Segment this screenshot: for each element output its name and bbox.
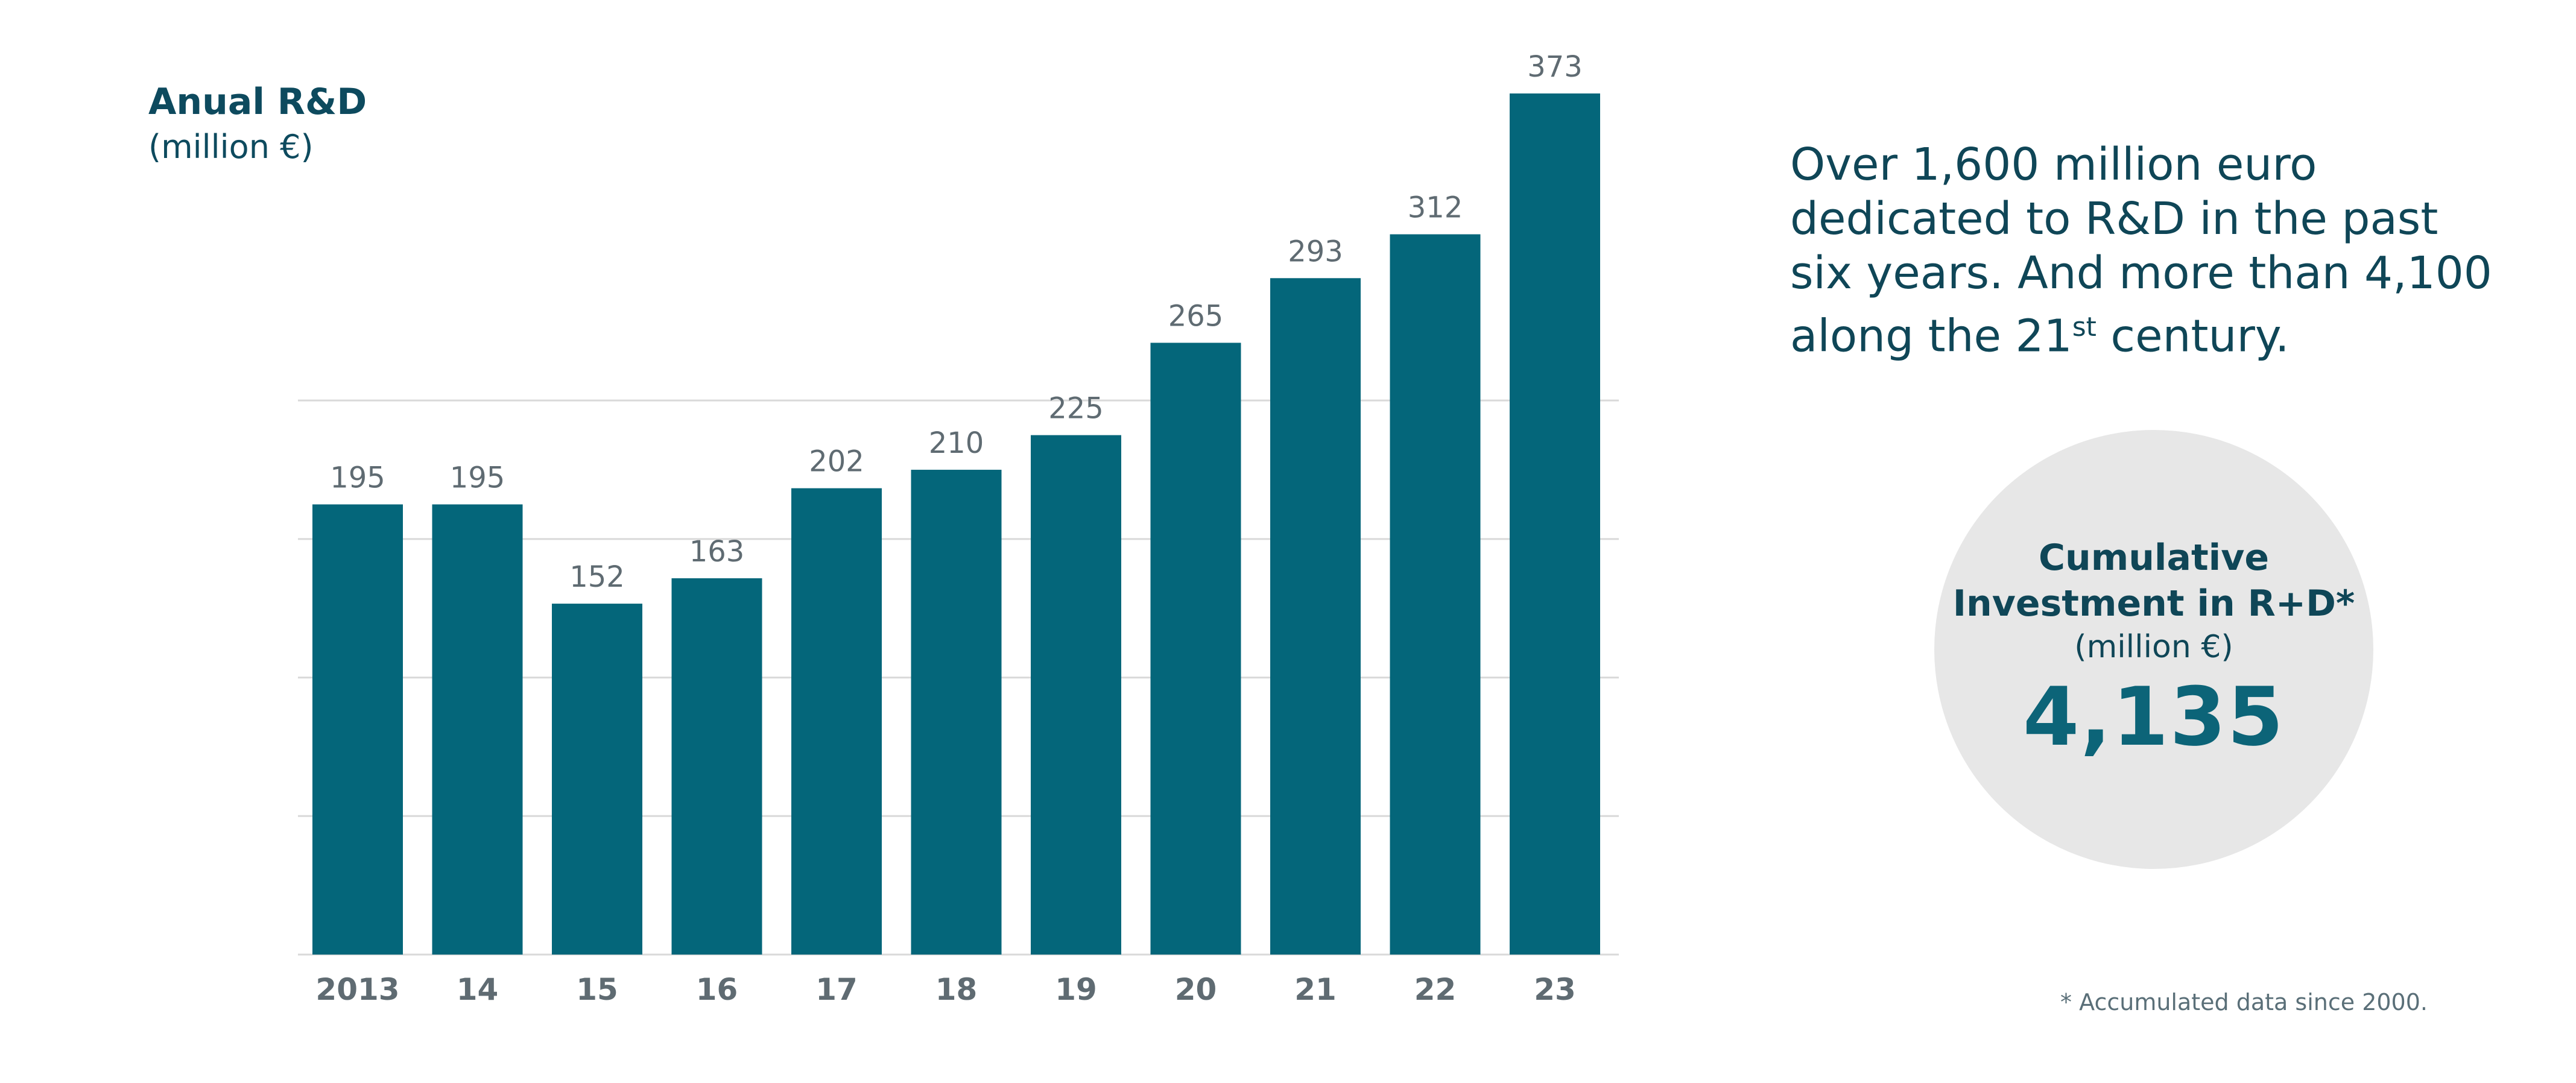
value-labels: 195 195 152 163 202 210 225 265 293 312 373 [330, 50, 1583, 594]
category-label-23: 23 [1534, 972, 1576, 1007]
bar-16 [671, 578, 762, 955]
value-label-15: 152 [569, 560, 625, 594]
value-label-19: 225 [1048, 392, 1104, 426]
bar-15 [552, 604, 642, 955]
headline-line-2: dedicated to R&D in the past [1790, 193, 2438, 245]
value-label-18: 210 [929, 426, 984, 460]
bar-18 [911, 470, 1002, 955]
category-labels: 2013 14 15 16 17 18 19 20 21 22 23 [315, 972, 1575, 1007]
bar-17 [791, 488, 882, 955]
badge-unit: (million €) [2074, 629, 2233, 665]
bar-20 [1150, 343, 1241, 955]
category-label-18: 18 [935, 972, 978, 1007]
category-label-2013: 2013 [315, 972, 399, 1007]
category-label-15: 15 [576, 972, 618, 1007]
headline-line-4: along the 21st century. [1790, 300, 2502, 364]
bar-2013 [312, 504, 403, 955]
category-label-20: 20 [1175, 972, 1217, 1007]
chart-title: Anual R&D [148, 81, 367, 123]
headline-line-1: Over 1,600 million euro [1790, 139, 2317, 191]
badge-title-line-1: Cumulative [2038, 537, 2270, 579]
category-label-19: 19 [1055, 972, 1097, 1007]
badge-total-value: 4,135 [2023, 670, 2285, 764]
value-label-2013: 195 [330, 461, 385, 494]
value-label-14: 195 [450, 461, 505, 494]
badge-title-line-2: Investment in R+D* [1952, 583, 2355, 625]
category-label-21: 21 [1294, 972, 1337, 1007]
category-label-16: 16 [696, 972, 738, 1007]
value-label-20: 265 [1168, 299, 1224, 333]
category-label-14: 14 [457, 972, 499, 1007]
category-label-22: 22 [1414, 972, 1457, 1007]
ordinal-suffix: st [2072, 312, 2097, 343]
bar-21 [1270, 278, 1361, 955]
value-label-21: 293 [1288, 235, 1343, 268]
value-label-17: 202 [809, 445, 864, 479]
headline-line-4-end: century. [2096, 310, 2290, 362]
value-label-16: 163 [689, 535, 745, 569]
bar-22 [1390, 234, 1481, 955]
value-label-23: 373 [1527, 50, 1583, 84]
headline-line-3: six years. And more than 4,100 [1790, 247, 2492, 299]
bar-14 [432, 504, 523, 955]
bar-chart: 195 195 152 163 202 210 225 265 293 312 373 2013 14… [298, 50, 1619, 1007]
bar-23 [1510, 93, 1600, 955]
cumulative-investment-badge: Cumulative Investment in R+D* (million €… [1934, 430, 2373, 869]
chart-subtitle: (million €) [148, 128, 314, 166]
category-label-17: 17 [815, 972, 858, 1007]
bars [312, 93, 1600, 955]
value-label-22: 312 [1408, 191, 1463, 225]
headline-line-4-start: along the 21 [1790, 310, 2072, 362]
footnote: * Accumulated data since 2000. [2060, 989, 2428, 1015]
bar-19 [1031, 435, 1121, 955]
headline-text: Over 1,600 million euro dedicated to R&D… [1790, 137, 2502, 364]
